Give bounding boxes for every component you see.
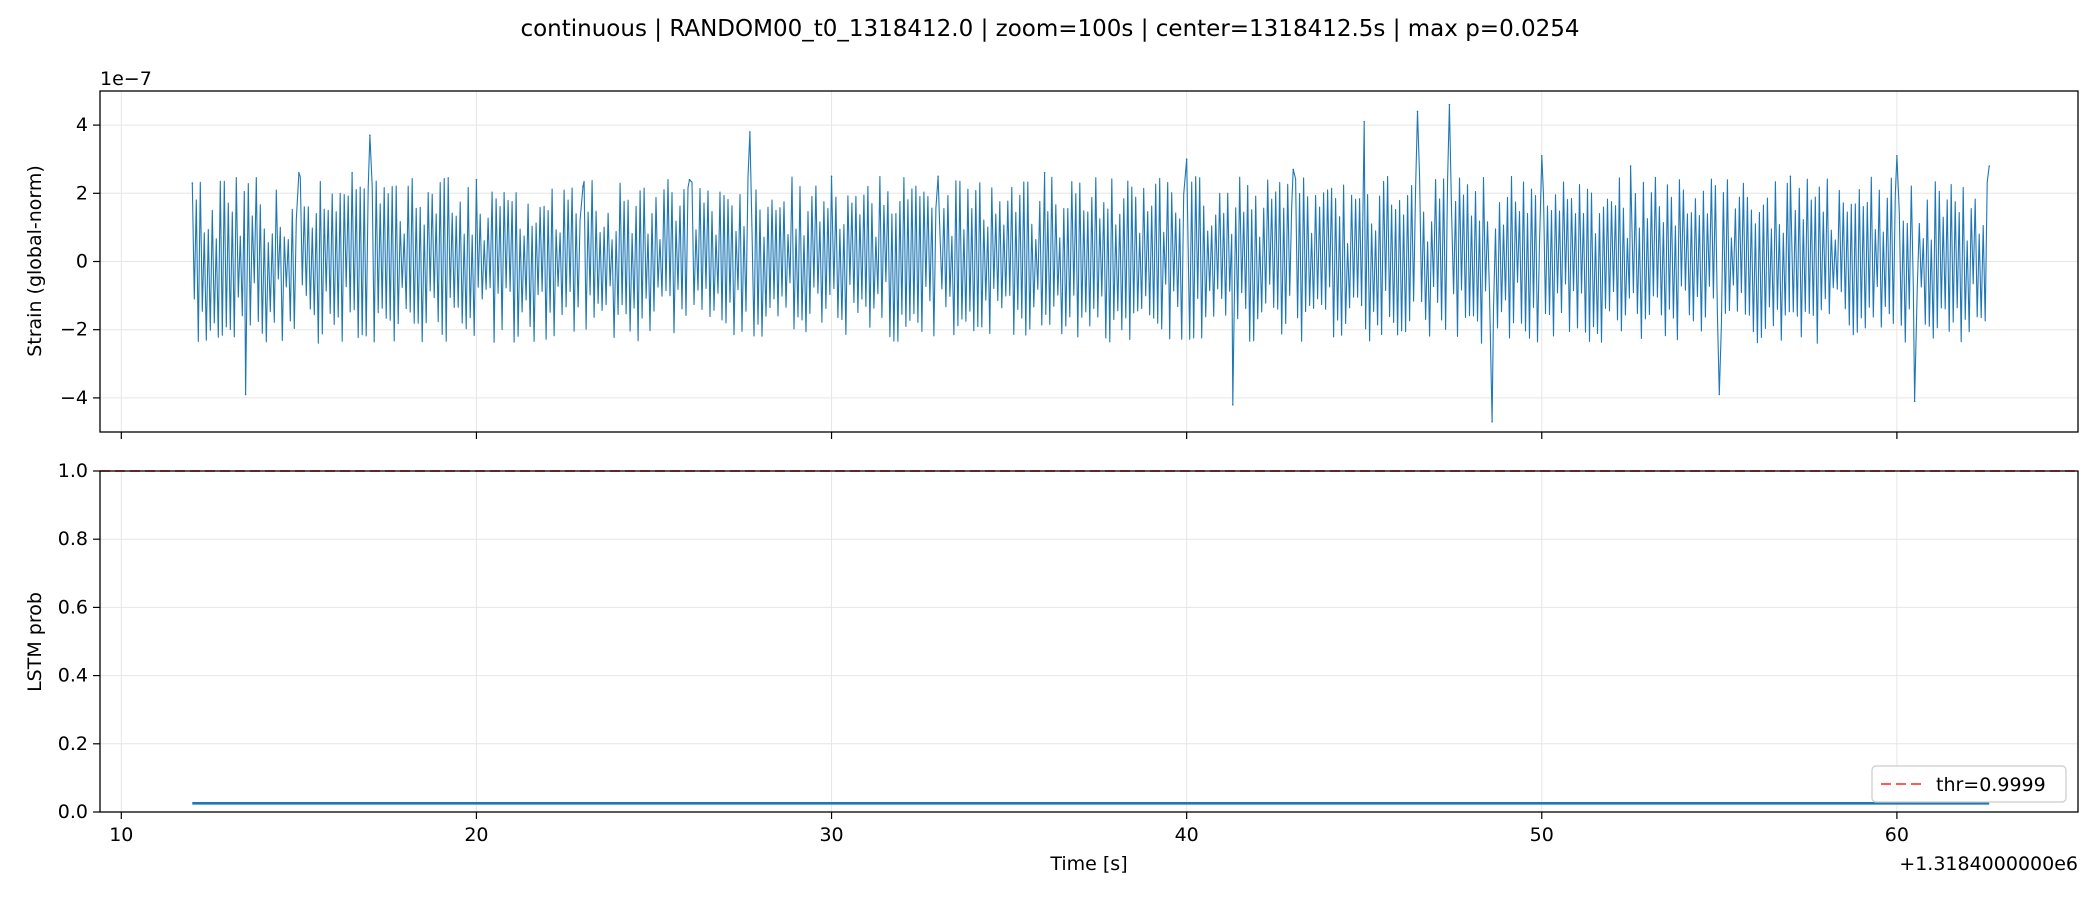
- strain-peak-point: [1540, 154, 1543, 157]
- strain-peak-point: [1629, 165, 1632, 167]
- strain-peak-point: [1232, 403, 1234, 406]
- bottom-y-tick-label: 0.6: [58, 596, 88, 618]
- bottom-x-tick-label: 60: [1885, 824, 1909, 846]
- top-y-tick-label: −2: [60, 319, 88, 341]
- strain-peak-point: [582, 185, 584, 188]
- strain-peak-point: [1896, 154, 1898, 157]
- top-y-tick-label: −4: [60, 387, 88, 409]
- top-x-ticks: [120, 432, 1898, 439]
- strain-peak-point: [298, 172, 300, 174]
- legend-frame: [1871, 765, 2067, 803]
- bottom-panel: 1.0 0.8 0.6 0.4 0.2 0.0 10 20 30 40 50 60 LSTM pro…: [24, 460, 2079, 875]
- strain-peak-point: [1988, 165, 1991, 167]
- top-y-tick-label: 2: [76, 182, 88, 204]
- bottom-axes-frame: [99, 470, 2079, 813]
- strain-peak-point: [1789, 175, 1792, 178]
- bottom-grid: [100, 470, 2078, 813]
- top-y-ticks: 4 2 0 −2 −4: [60, 114, 100, 409]
- bottom-y-tick-label: 0.2: [58, 733, 88, 755]
- strain-peak-point: [1448, 103, 1451, 106]
- bottom-x-offset-text: +1.3184000000e6: [1899, 853, 2078, 875]
- bottom-x-ticks: 10 20 30 40 50 60: [109, 812, 1909, 846]
- bottom-x-tick-label: 20: [464, 824, 488, 846]
- top-offset-text: 1e−7: [100, 68, 152, 90]
- strain-peak-point: [1718, 393, 1721, 396]
- strain-peak-point: [1913, 400, 1916, 403]
- top-panel: 4 2 0 −2 −4 1e−7 Strain (global-norm): [24, 68, 2079, 439]
- bottom-y-tick-label: 1.0: [58, 460, 88, 482]
- strain-peak-point: [1491, 420, 1493, 423]
- strain-peak-points: [191, 103, 1991, 423]
- strain-peak-point: [351, 172, 353, 174]
- strain-peak-point: [1185, 158, 1188, 160]
- strain-peak-point: [1363, 120, 1366, 123]
- chart-title: continuous | RANDOM00_t0_1318412.0 | zoo…: [520, 16, 1579, 42]
- strain-peak-point: [749, 131, 751, 133]
- bottom-y-tick-label: 0.0: [58, 801, 88, 823]
- strain-peak-point: [244, 393, 247, 396]
- strain-peak-point: [1292, 168, 1294, 171]
- bottom-x-tick-label: 40: [1175, 824, 1199, 846]
- strain-peak-point: [1416, 110, 1419, 113]
- bottom-x-tick-label: 50: [1530, 824, 1554, 846]
- top-y-axis-label: Strain (global-norm): [24, 165, 46, 357]
- top-y-tick-label: 0: [76, 251, 88, 273]
- strain-peak-point: [1043, 172, 1046, 174]
- bottom-x-tick-label: 30: [819, 824, 843, 846]
- strain-series-line: [191, 104, 1990, 423]
- strain-peak-point: [475, 178, 478, 181]
- bottom-y-tick-label: 0.4: [58, 665, 88, 687]
- strain-peak-point: [688, 178, 691, 181]
- strain-peak-point: [937, 175, 939, 178]
- bottom-x-tick-label: 10: [109, 824, 133, 846]
- strain-peak-point: [830, 175, 833, 178]
- bottom-y-tick-label: 0.8: [58, 528, 88, 550]
- strain-peak-point: [191, 182, 194, 184]
- legend: thr=0.9999: [1871, 765, 2067, 803]
- strain-peak-point: [369, 134, 371, 137]
- legend-label: thr=0.9999: [1936, 774, 2046, 796]
- bottom-x-axis-label: Time [s]: [1049, 853, 1127, 875]
- bottom-y-ticks: 1.0 0.8 0.6 0.4 0.2 0.0: [58, 460, 100, 823]
- top-y-tick-label: 4: [76, 114, 88, 136]
- bottom-y-axis-label: LSTM prob: [24, 592, 46, 692]
